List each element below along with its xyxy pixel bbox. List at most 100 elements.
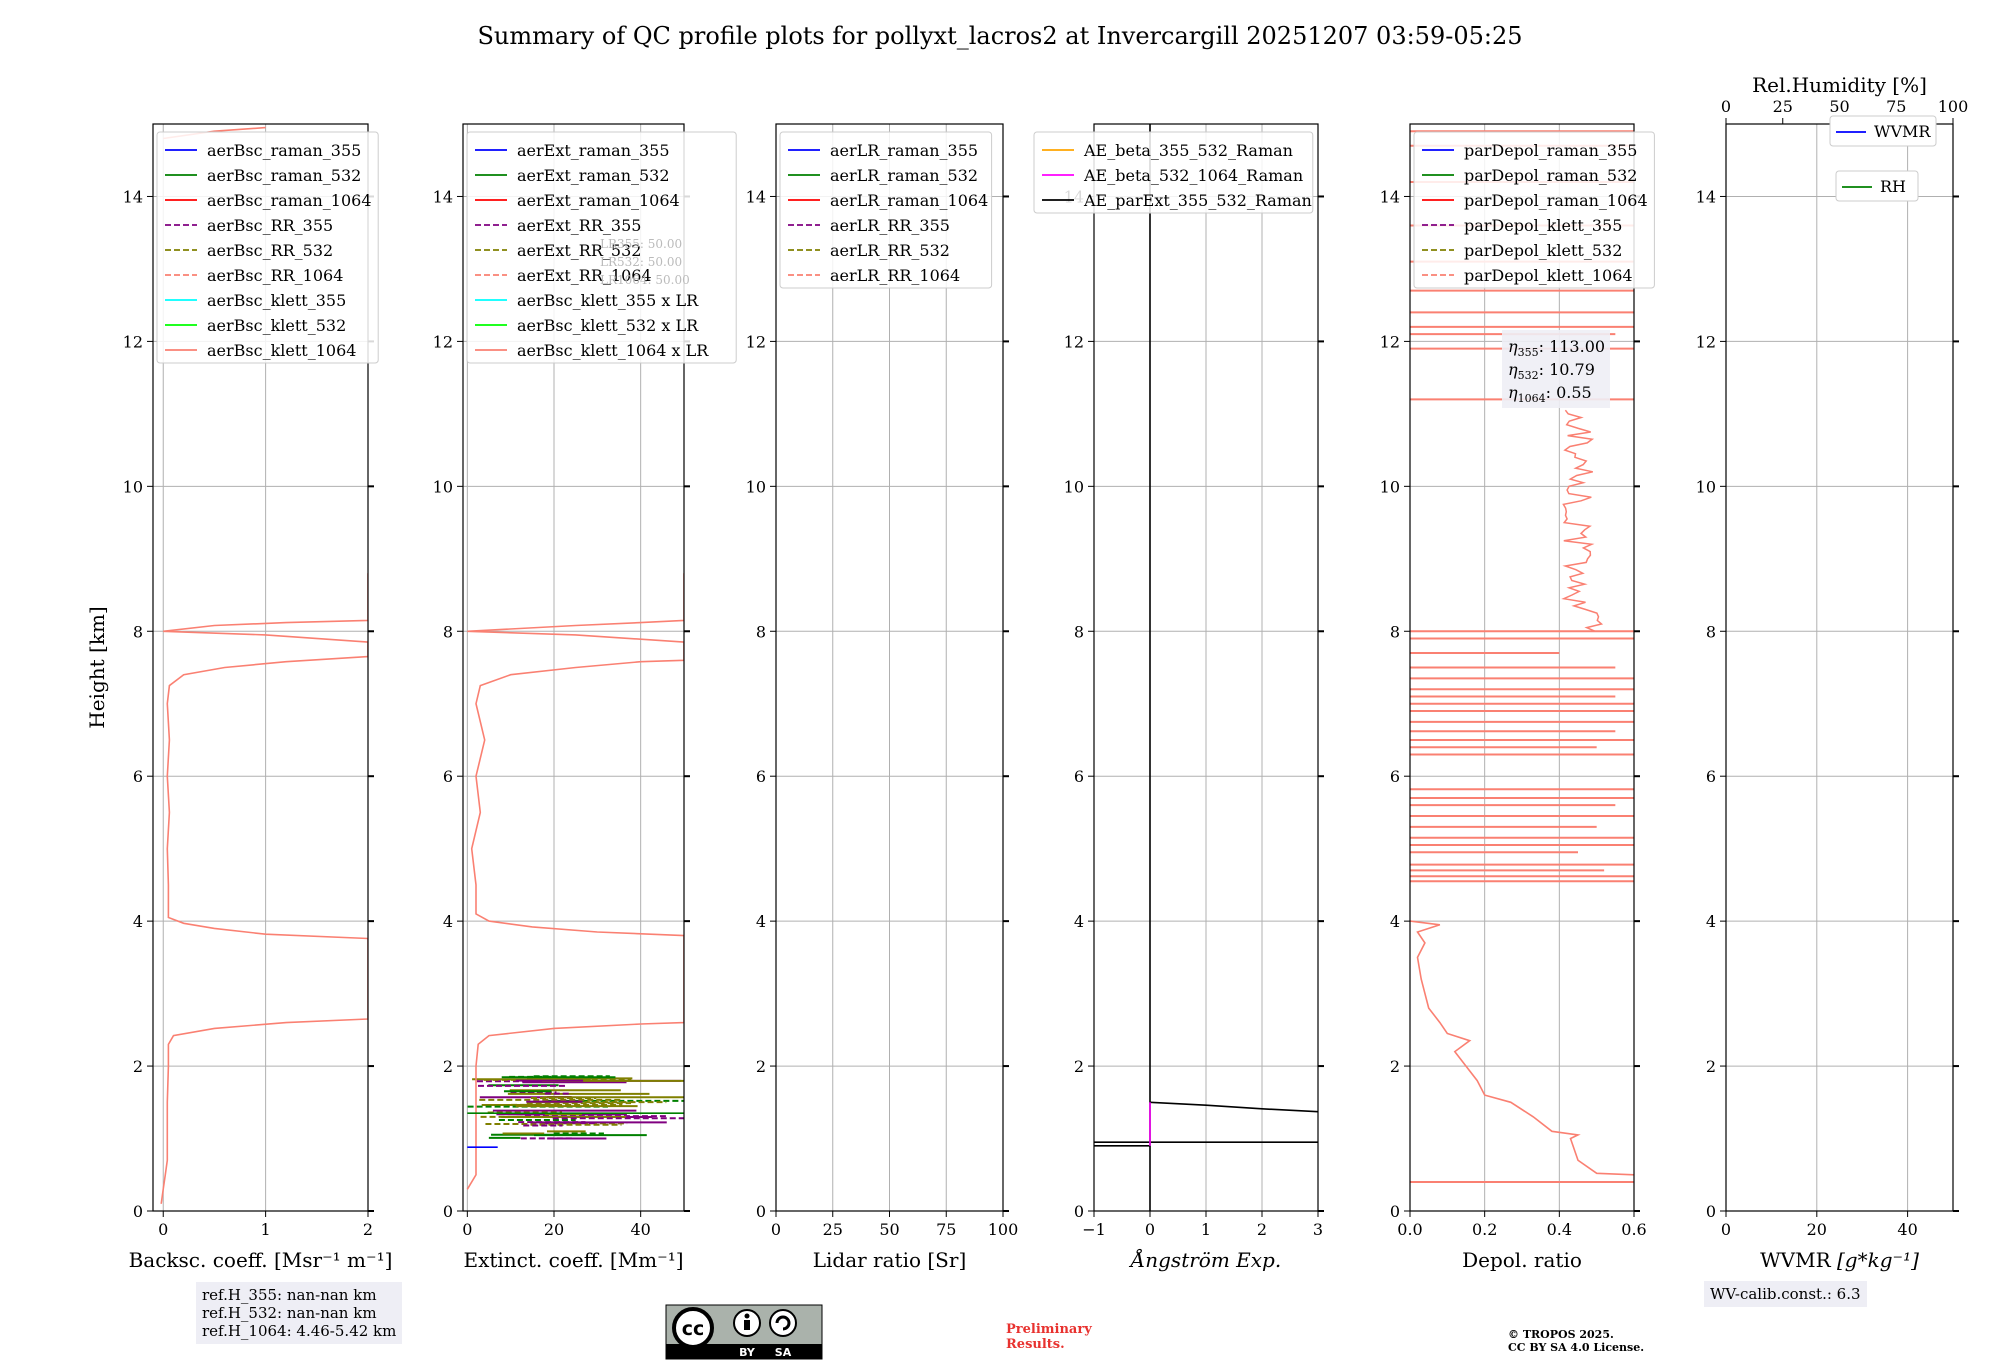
y-tick-label: 0 <box>1390 1202 1400 1221</box>
legend-label: aerLR_raman_532 <box>830 166 978 185</box>
legend-label: aerBsc_RR_1064 <box>207 266 343 285</box>
y-tick-label: 10 <box>123 477 143 496</box>
y-tick-label: 10 <box>746 477 766 496</box>
x-tick-label: 0 <box>771 1220 781 1239</box>
y-tick-label: 12 <box>1696 332 1716 351</box>
figure-title: Summary of QC profile plots for pollyxt_… <box>477 22 1523 50</box>
eta-annotation: η355: 113.00 <box>1508 337 1605 359</box>
y-tick-label: 0 <box>443 1202 453 1221</box>
legend-label: AE_parExt_355_532_Raman <box>1083 191 1312 210</box>
eta-annotation: η1064: 0.55 <box>1508 383 1592 405</box>
panel-2: 0 20 40 0 2 4 6 8 10 12 14 Extinct. coeff. [Mm⁻¹] ae… <box>433 123 737 1272</box>
x-axis-label: WVMR [g*kg⁻¹] <box>1760 1248 1919 1272</box>
top-tick-label: 50 <box>1829 97 1849 116</box>
y-tick-label: 4 <box>443 912 453 931</box>
legend-label: parDepol_raman_1064 <box>1464 191 1648 210</box>
y-tick-label: 8 <box>1706 622 1716 641</box>
y-tick-label: 8 <box>1390 622 1400 641</box>
y-tick-label: 6 <box>1390 767 1400 786</box>
legend: AE_beta_355_532_Raman AE_beta_532_1064_Ra… <box>1033 131 1314 214</box>
preliminary-note: Preliminary Results. <box>1006 1322 1092 1352</box>
by-text: BY <box>739 1346 756 1359</box>
y-tick-label: 2 <box>133 1057 143 1076</box>
top-tick-label: 0 <box>1721 97 1731 116</box>
legend-label: aerBsc_RR_355 <box>207 216 333 235</box>
x-tick-label: 50 <box>879 1220 899 1239</box>
x-axis-label: Extinct. coeff. [Mm⁻¹] <box>463 1248 683 1272</box>
legend-label: aerLR_raman_355 <box>830 141 978 160</box>
plot-area <box>1410 130 1634 1184</box>
y-tick-label: 14 <box>433 187 453 206</box>
y-tick-label: 2 <box>1390 1057 1400 1076</box>
ref-height-355: ref.H_355: nan-nan km <box>202 1286 377 1304</box>
eta-annotation: η532: 10.79 <box>1508 360 1595 382</box>
ref-height-box: ref.H_355: nan-nan km ref.H_532: nan-nan… <box>196 1282 403 1344</box>
y-tick-label: 14 <box>1696 187 1716 206</box>
legend-label: aerLR_RR_532 <box>830 241 950 260</box>
y-tick-label: 4 <box>756 912 766 931</box>
legend-box <box>156 131 379 364</box>
y-tick-label: 8 <box>756 622 766 641</box>
legend-label: parDepol_raman_355 <box>1464 141 1637 160</box>
x-tick-label: −1 <box>1082 1220 1106 1239</box>
by-person-icon <box>744 1313 750 1319</box>
x-axis-label-main: WVMR <box>1760 1248 1837 1272</box>
legend-label: aerLR_RR_355 <box>830 216 950 235</box>
legend-box <box>1033 131 1314 214</box>
axes-frame <box>462 123 685 1212</box>
legend-label: aerLR_raman_1064 <box>830 191 988 210</box>
x-tick-label: 3 <box>1313 1220 1323 1239</box>
x-tick-label: 1 <box>1201 1220 1211 1239</box>
y-tick-label: 4 <box>1074 912 1084 931</box>
axes-frame <box>1725 123 1954 1212</box>
y-tick-label: 4 <box>133 912 143 931</box>
x-tick-label: 20 <box>1807 1220 1827 1239</box>
panel-4: −1012302468101214Ångström Exp.AE_beta_35… <box>1033 123 1324 1272</box>
legend-label: aerBsc_raman_532 <box>207 166 361 185</box>
legend-label: aerBsc_klett_532 x LR <box>517 316 699 335</box>
lr-annotation: LR1064: 50.00 <box>600 273 690 287</box>
legend-box <box>1413 131 1655 289</box>
legend-label: parDepol_klett_1064 <box>1464 266 1633 285</box>
legend-label: aerExt_RR_1064 <box>517 266 652 285</box>
x-axis-label-math: [g*kg⁻¹] <box>1837 1248 1919 1272</box>
x-tick-label: 25 <box>823 1220 843 1239</box>
x-tick-label: 0.0 <box>1397 1220 1422 1239</box>
y-tick-label: 10 <box>433 477 453 496</box>
legend-label: aerBsc_klett_532 <box>207 316 346 335</box>
cc-text: cc <box>682 1318 705 1340</box>
copyright-line-2: CC BY SA 4.0 License. <box>1508 1341 1645 1354</box>
lr-annotation: LR532: 50.00 <box>600 255 682 269</box>
legend: aerExt_raman_355 aerExt_raman_532 aerExt_r… <box>466 131 737 364</box>
y-tick-label: 0 <box>1706 1202 1716 1221</box>
legend-label: aerBsc_klett_1064 <box>207 341 356 360</box>
copyright-line-1: © TROPOS 2025. <box>1508 1328 1614 1341</box>
legend: aerBsc_raman_355 aerBsc_raman_532 aerBsc_r… <box>156 131 379 364</box>
y-tick-label: 8 <box>133 622 143 641</box>
series-line <box>1149 1101 1318 1113</box>
legend-label: aerExt_raman_532 <box>517 166 670 185</box>
y-tick-label: 2 <box>1074 1057 1084 1076</box>
x-tick-label: 0 <box>158 1220 168 1239</box>
axes-frame <box>1409 123 1635 1212</box>
legend-label: aerExt_raman_1064 <box>517 191 680 210</box>
y-tick-label: 2 <box>756 1057 766 1076</box>
y-tick-label: 14 <box>746 187 766 206</box>
panel-6: 0 20 40 0 2 4 6 8 10 12 14 WVMR [g*kg⁻¹] 0 25 50 75 100 R… <box>1696 73 1969 1272</box>
x-axis-label: Backsc. coeff. [Msr⁻¹ m⁻¹] <box>129 1248 393 1272</box>
preliminary-line-2: Results. <box>1006 1337 1065 1352</box>
y-tick-label: 12 <box>1380 332 1400 351</box>
top-tick-label: 75 <box>1886 97 1906 116</box>
x-axis-label: Lidar ratio [Sr] <box>813 1248 967 1272</box>
x-tick-label: 0.2 <box>1472 1220 1497 1239</box>
legend-entry: WVMR <box>1829 115 1937 147</box>
sa-text: SA <box>775 1346 792 1359</box>
x-tick-label: 0 <box>1145 1220 1155 1239</box>
legend-label: AE_beta_532_1064_Raman <box>1083 166 1303 185</box>
series-line <box>160 573 368 1204</box>
sa-arrow-icon <box>775 1315 791 1331</box>
legend-entry: RH <box>1835 170 1919 202</box>
legend-label: aerExt_raman_355 <box>517 141 670 160</box>
